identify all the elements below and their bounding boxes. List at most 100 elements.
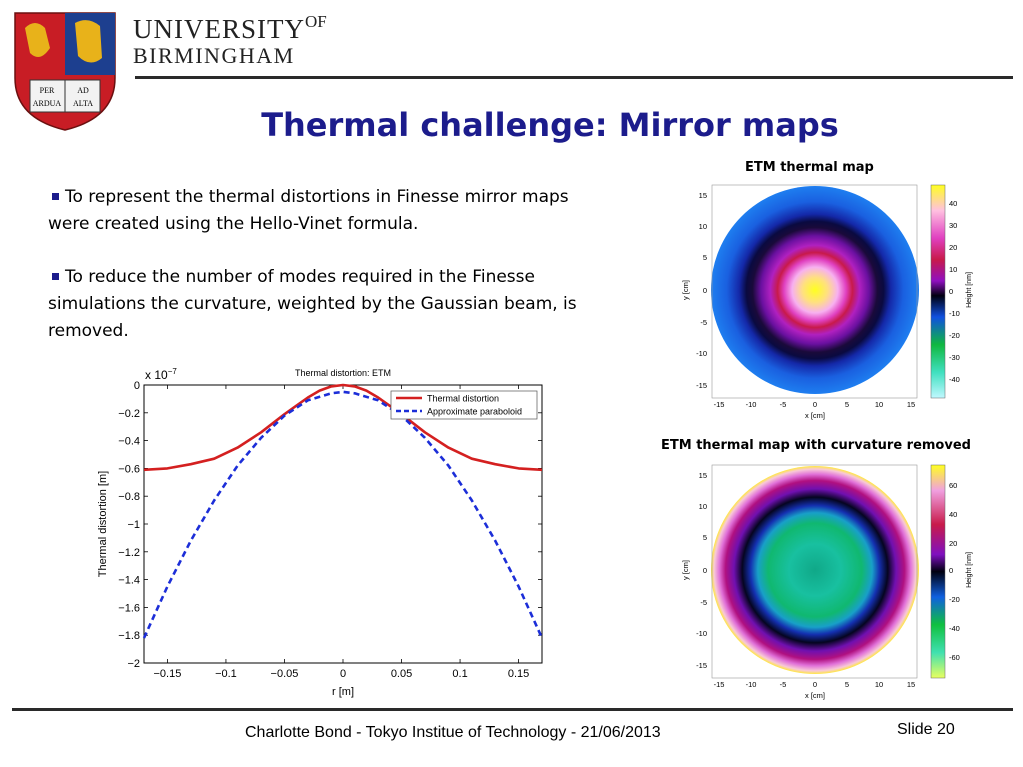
map2-ytick: 5 — [703, 533, 707, 542]
x-tick-label: 0 — [340, 668, 346, 680]
x-tick-label: −0.05 — [271, 668, 299, 680]
map1-xtick: 15 — [907, 400, 915, 409]
bullet-square-icon — [52, 273, 59, 280]
map2-xtick: 10 — [875, 680, 883, 689]
map2-ytick: 0 — [703, 566, 707, 575]
header-divider — [135, 76, 1013, 79]
map1-cbar-tick: -40 — [949, 375, 960, 384]
series-line-approximate-paraboloid — [142, 390, 544, 639]
map2-cbar-tick: -40 — [949, 624, 960, 633]
crest-text-ardua: ARDUA — [33, 99, 62, 108]
map1-frame — [711, 184, 918, 399]
slide-number: Slide 20 — [897, 721, 955, 738]
map1-ytick: -5 — [700, 318, 707, 327]
bullet-text: To reduce the number of modes required i… — [48, 267, 577, 341]
map2-colorbar-label: Height [nm] — [966, 552, 973, 588]
map2-cbar-tick: -20 — [949, 595, 960, 604]
bullet-text: To represent the thermal distortions in … — [48, 187, 569, 234]
bullet-item: To reduce the number of modes required i… — [48, 264, 608, 345]
map2-cbar-tick: 0 — [949, 566, 953, 575]
university-name-line1: UNIVERSITYOF — [133, 12, 327, 45]
chart-title: Thermal distortion: ETM — [295, 368, 391, 378]
map1-colorbar-ticks: 40 30 20 10 0 -10 -20 -30 -40 — [949, 199, 960, 384]
map1-xtick: 10 — [875, 400, 883, 409]
map2-frame — [711, 464, 918, 679]
bullet-list: To represent the thermal distortions in … — [48, 184, 608, 371]
map1-x-ticks: -15 -10 -5 0 5 10 15 — [714, 400, 916, 409]
x-tick-label: −0.15 — [153, 668, 181, 680]
map1-cbar-tick: -30 — [949, 353, 960, 362]
y-tick-label: −1 — [127, 519, 140, 531]
y-scale-label: x 10−7 — [145, 367, 177, 382]
x-axis-label: r [m] — [332, 686, 354, 698]
y-tick-label: −1.8 — [118, 630, 140, 642]
map2-ytick: 10 — [699, 502, 707, 511]
map1-colorbar-label: Height [nm] — [966, 272, 973, 308]
map1-cbar-tick: 10 — [949, 265, 957, 274]
university-crest: PER AD ARDUA ALTA — [14, 12, 116, 131]
map2-disk — [711, 466, 919, 674]
map2-colorbar — [930, 464, 946, 679]
y-tick-label: −1.4 — [118, 575, 140, 587]
map2-ytick: 15 — [699, 471, 707, 480]
map2-ytick: -10 — [696, 629, 707, 638]
map1-ytick: -15 — [696, 381, 707, 390]
map1-cbar-tick: 30 — [949, 221, 957, 230]
map1-ylabel: y [cm] — [681, 280, 690, 300]
chart-legend: Thermal distortion Approximate paraboloi… — [390, 390, 538, 420]
map2-ytick: -5 — [700, 598, 707, 607]
footer-text: Charlotte Bond - Tokyo Institue of Techn… — [245, 724, 661, 741]
map1-ytick: 0 — [703, 286, 707, 295]
map1-cbar-tick: -10 — [949, 309, 960, 318]
etm-curvature-removed-map: 15 10 5 0 -5 -10 -15 -15 -10 -5 0 5 10 1… — [681, 464, 973, 700]
map2-xtick: 0 — [813, 680, 817, 689]
map1-xtick: -10 — [746, 400, 757, 409]
map1-xtick: 5 — [845, 400, 849, 409]
map1-colorbar — [930, 184, 946, 399]
map1-xtick: 0 — [813, 400, 817, 409]
map2-xlabel: x [cm] — [805, 691, 825, 700]
map2-cbar-tick: 40 — [949, 510, 957, 519]
map2-xtick: -10 — [746, 680, 757, 689]
map1-xtick: -15 — [714, 400, 725, 409]
map2-cbar-tick: 60 — [949, 481, 957, 490]
map1-cbar-tick: 20 — [949, 243, 957, 252]
map1-cbar-tick: -20 — [949, 331, 960, 340]
slide-title: Thermal challenge: Mirror maps — [261, 106, 839, 144]
y-scale-exponent: −7 — [168, 367, 178, 376]
map1-xtick: -5 — [780, 400, 787, 409]
y-tick-label: −0.2 — [118, 408, 140, 420]
legend-box — [390, 390, 538, 420]
legend-label-paraboloid: Approximate paraboloid — [427, 407, 522, 417]
map1-cbar-tick: 0 — [949, 287, 953, 296]
series-line-thermal-distortion — [143, 383, 543, 472]
x-tick-label: 0.05 — [391, 668, 412, 680]
map2-title: ETM thermal map with curvature removed — [661, 438, 971, 453]
crest-text-ad: AD — [77, 86, 89, 95]
bullet-item: To represent the thermal distortions in … — [48, 184, 608, 238]
map1-title: ETM thermal map — [745, 160, 874, 175]
legend-label-thermal: Thermal distortion — [427, 394, 499, 404]
y-tick-label: −2 — [127, 658, 140, 670]
y-tick-label: −1.2 — [118, 547, 140, 559]
map2-xtick: 5 — [845, 680, 849, 689]
map2-xtick: -5 — [780, 680, 787, 689]
map2-xtick: -15 — [714, 680, 725, 689]
crest-text-alta: ALTA — [73, 99, 93, 108]
map1-ytick: 15 — [699, 191, 707, 200]
etm-thermal-map: 15 10 5 0 -5 -10 -15 -15 -10 -5 0 5 10 1… — [681, 184, 973, 420]
map1-y-ticks: 15 10 5 0 -5 -10 -15 — [696, 191, 707, 390]
map1-disk — [711, 186, 919, 394]
bullet-square-icon — [52, 193, 59, 200]
map2-ytick: -15 — [696, 661, 707, 670]
map2-xtick: 15 — [907, 680, 915, 689]
map1-ytick: -10 — [696, 349, 707, 358]
y-tick-label: −0.4 — [118, 436, 140, 448]
plot-frame — [143, 384, 543, 664]
map2-cbar-tick: 20 — [949, 539, 957, 548]
x-tick-label: −0.1 — [215, 668, 237, 680]
map1-ytick: 10 — [699, 222, 707, 231]
map1-xlabel: x [cm] — [805, 411, 825, 420]
map1-cbar-tick: 40 — [949, 199, 957, 208]
university-name-line2: BIRMINGHAM — [133, 43, 295, 68]
